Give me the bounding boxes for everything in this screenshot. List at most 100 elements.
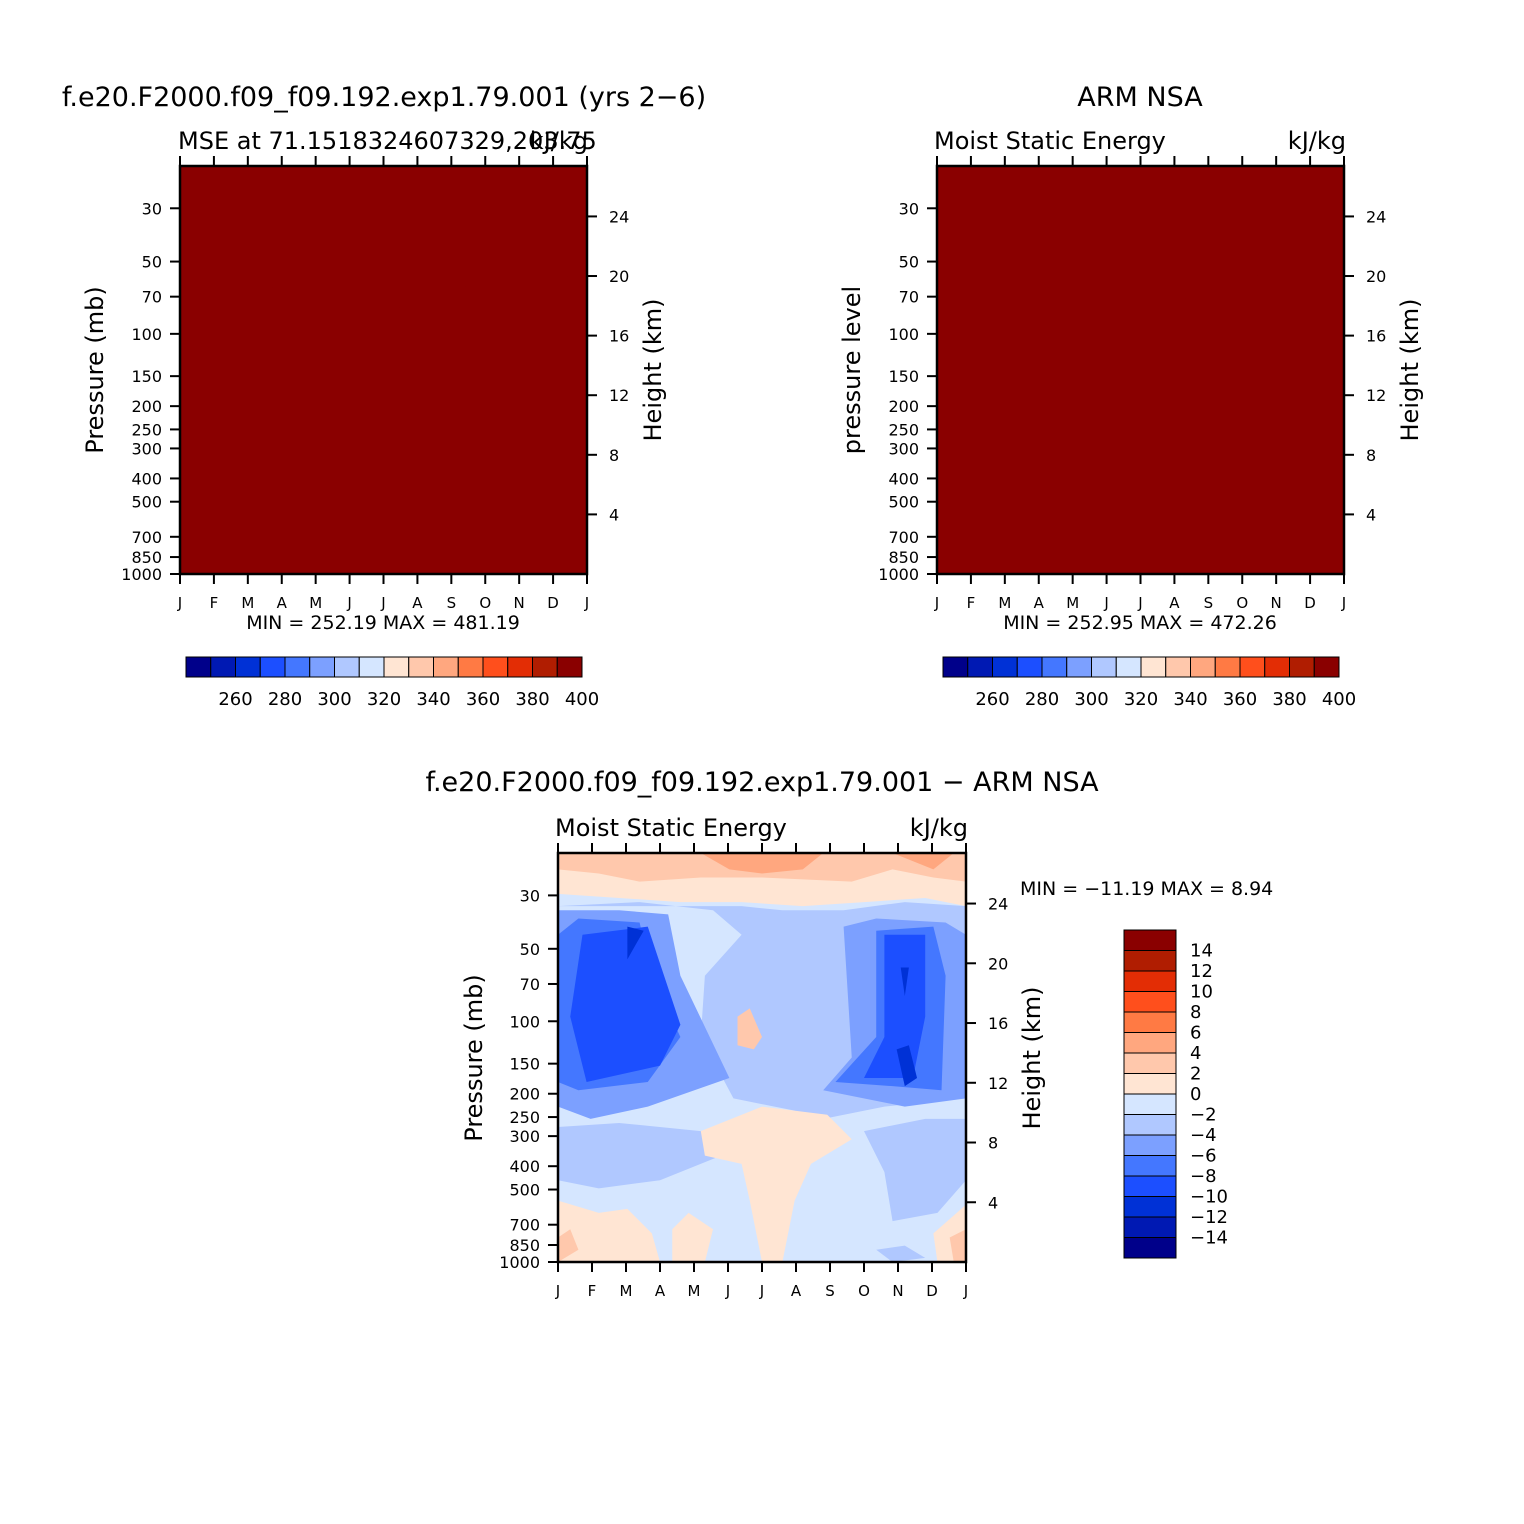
y-tick-label: 30	[899, 199, 919, 218]
height-tick-label: 12	[609, 386, 629, 405]
colorbar-label: 280	[268, 689, 302, 710]
colorbar-label: 260	[975, 689, 1009, 710]
colorbar-label: 14	[1190, 941, 1213, 962]
x-tick-label: A	[791, 1282, 802, 1300]
colorbar-swatch	[259, 656, 286, 678]
colorbar-swatch	[1190, 656, 1216, 678]
y-tick-label: 150	[888, 367, 919, 386]
y-tick-label: 70	[142, 288, 162, 307]
obs-panel-left-label: Moist Static Energy	[934, 127, 1166, 155]
y-tick-label: 100	[131, 325, 162, 344]
x-tick-label: M	[309, 594, 322, 612]
colorbar-swatch	[1123, 1114, 1177, 1136]
colorbar-label: 0	[1190, 1084, 1201, 1105]
height-tick-label: 24	[609, 207, 629, 226]
height-tick-label: 8	[988, 1134, 998, 1153]
colorbar-swatch	[556, 656, 583, 678]
colorbar-label: 4	[1190, 1043, 1201, 1064]
y-tick-label: 50	[899, 253, 919, 272]
contour-band	[700, 1106, 852, 1262]
colorbar-swatch	[992, 656, 1018, 678]
contour-band	[900, 967, 909, 997]
colorbar-swatch	[1123, 1196, 1177, 1218]
obs-panel-title: ARM NSA	[1077, 82, 1203, 113]
colorbar-swatch	[1214, 656, 1241, 678]
colorbar-label: −12	[1190, 1207, 1228, 1228]
colorbar-swatch	[309, 656, 335, 678]
colorbar-swatch	[210, 656, 236, 678]
model-colorbar: 260 280 300 320 340 360 380 400	[185, 656, 599, 710]
colorbar-swatch	[1123, 1216, 1177, 1238]
x-tick-label: S	[825, 1282, 835, 1300]
contour-band	[558, 1200, 660, 1262]
height-tick-label: 20	[1366, 267, 1386, 286]
y-tick-label: 400	[888, 469, 919, 488]
colorbar-label: 300	[317, 689, 351, 710]
height-tick-label: 24	[988, 895, 1008, 914]
colorbar-label: 340	[416, 689, 450, 710]
contour-band	[558, 1229, 579, 1262]
y-tick-label: 850	[888, 548, 919, 567]
colorbar-label: 320	[367, 689, 401, 710]
height-tick-label: 12	[988, 1074, 1008, 1093]
model-panel-ylabel-right: Height (km)	[639, 299, 667, 442]
contour-band	[949, 1229, 966, 1262]
colorbar-label: −4	[1190, 1125, 1217, 1146]
colorbar-swatch	[457, 656, 484, 678]
x-tick-label: J	[1137, 594, 1142, 612]
colorbar-swatch	[334, 656, 360, 678]
y-tick-label: 700	[888, 528, 919, 547]
y-tick-label: 100	[509, 1012, 540, 1031]
colorbar-swatch	[1041, 656, 1068, 678]
x-tick-label: M	[688, 1282, 701, 1300]
colorbar-swatch	[1123, 1175, 1177, 1197]
y-tick-label: 850	[509, 1236, 540, 1255]
height-tick-label: 12	[1366, 386, 1386, 405]
contour-band	[864, 1118, 966, 1222]
x-tick-label: M	[998, 594, 1011, 612]
x-tick-label: O	[858, 1282, 870, 1300]
x-tick-label: A	[412, 594, 423, 612]
colorbar-label: 280	[1025, 689, 1059, 710]
y-tick-label: 50	[142, 253, 162, 272]
contour-band	[180, 269, 587, 574]
y-tick-label: 400	[509, 1157, 540, 1176]
y-tick-label: 250	[888, 420, 919, 439]
contour-band	[737, 1008, 762, 1050]
x-tick-label: F	[210, 594, 219, 612]
colorbar-swatch	[942, 656, 969, 678]
colorbar-swatch	[383, 656, 410, 678]
x-tick-label: J	[1103, 594, 1108, 612]
y-tick-label: 250	[509, 1108, 540, 1127]
x-tick-label: J	[555, 1282, 560, 1300]
colorbar-label: 340	[1173, 689, 1207, 710]
height-tick-label: 20	[988, 954, 1008, 973]
obs-panel-ylabel-right: Height (km)	[1396, 299, 1424, 442]
diff-panel-ylabel: Pressure (mb)	[460, 974, 488, 1141]
colorbar-swatch	[1123, 1093, 1177, 1115]
contour-bands	[180, 166, 587, 574]
x-tick-label: A	[1034, 594, 1045, 612]
x-tick-label: F	[967, 594, 976, 612]
height-tick-label: 8	[1366, 446, 1376, 465]
height-tick-label: 16	[1366, 327, 1386, 346]
y-tick-label: 400	[131, 469, 162, 488]
y-tick-label: 1000	[499, 1253, 540, 1272]
contour-band	[937, 271, 1344, 574]
colorbar-label: 400	[1322, 689, 1356, 710]
obs-panel: ARM NSA Moist Static Energy kJ/kg pressu…	[838, 82, 1424, 710]
y-tick-label: 500	[509, 1181, 540, 1200]
colorbar-label: 320	[1124, 689, 1158, 710]
colorbar-swatch	[482, 656, 509, 678]
x-tick-label: M	[1066, 594, 1079, 612]
colorbar-swatch	[235, 656, 261, 678]
colorbar-label: 2	[1190, 1064, 1201, 1085]
colorbar-swatch	[1123, 970, 1177, 992]
colorbar-swatch	[1123, 929, 1177, 951]
colorbar-swatch	[284, 656, 311, 678]
y-tick-label: 250	[131, 420, 162, 439]
